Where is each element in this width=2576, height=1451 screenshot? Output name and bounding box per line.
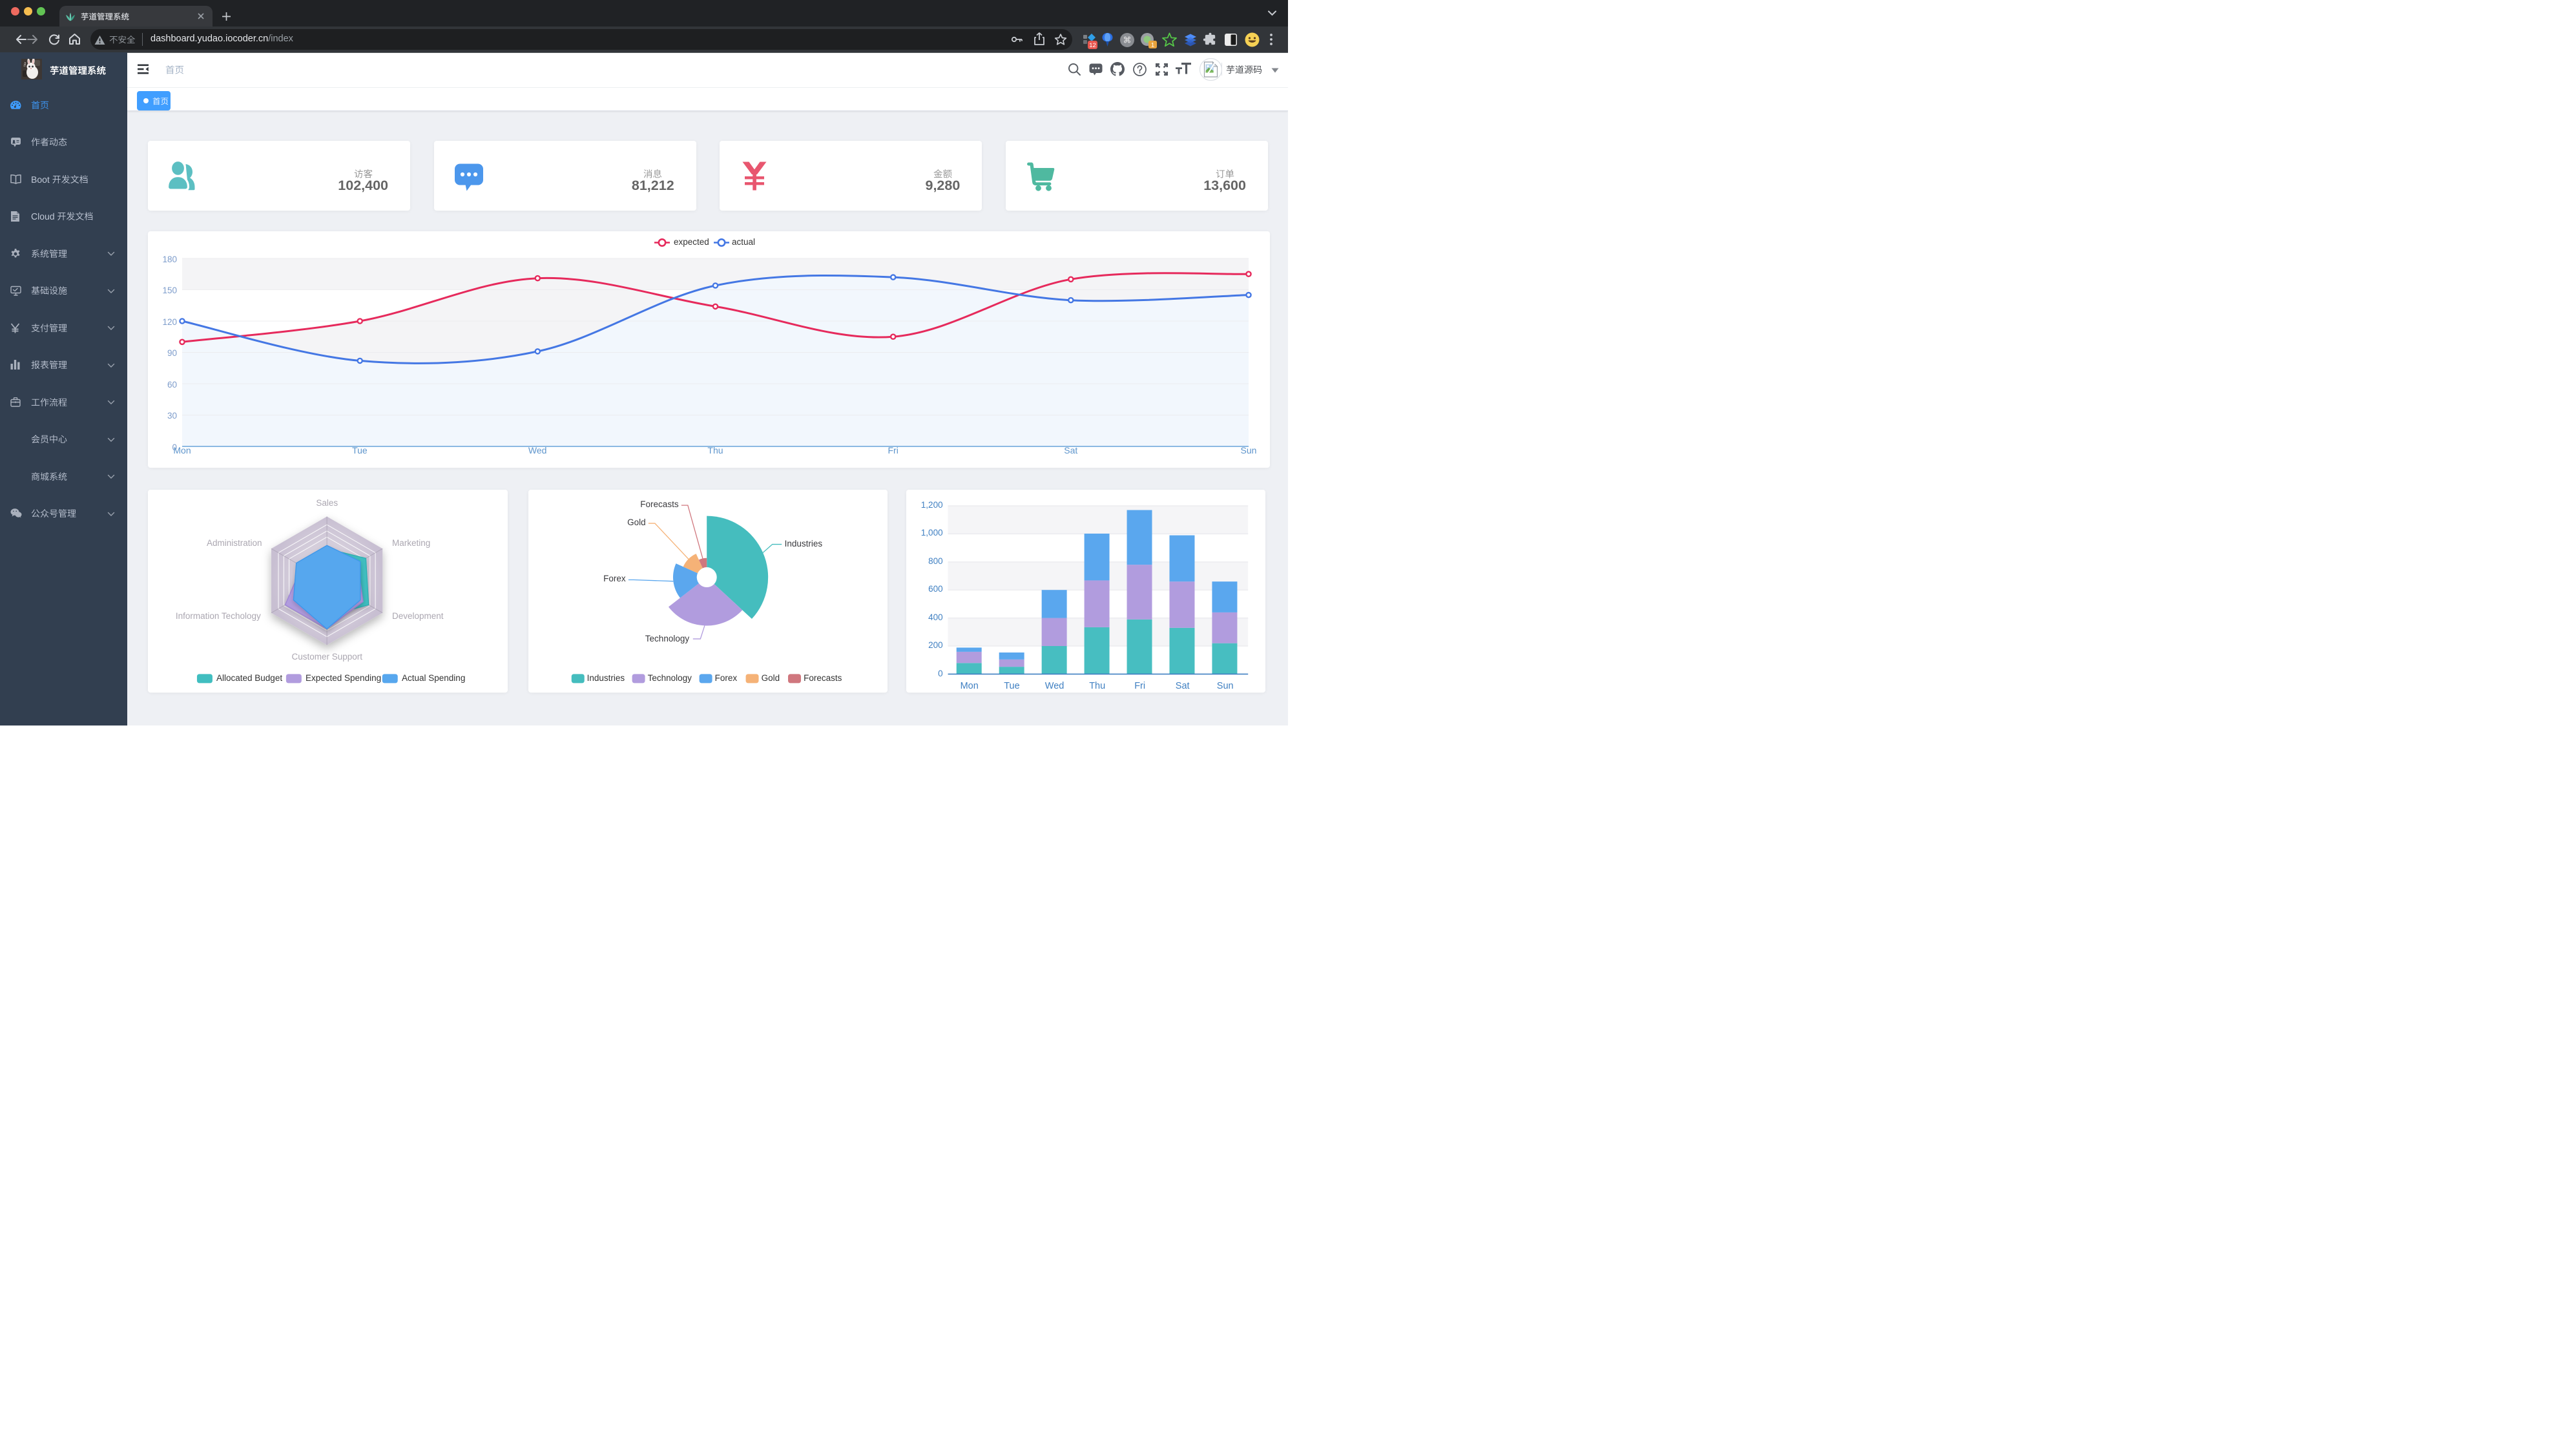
svg-text:1: 1	[1151, 42, 1154, 49]
svg-text:⌘: ⌘	[1123, 36, 1132, 45]
svg-text:12: 12	[1089, 42, 1096, 49]
